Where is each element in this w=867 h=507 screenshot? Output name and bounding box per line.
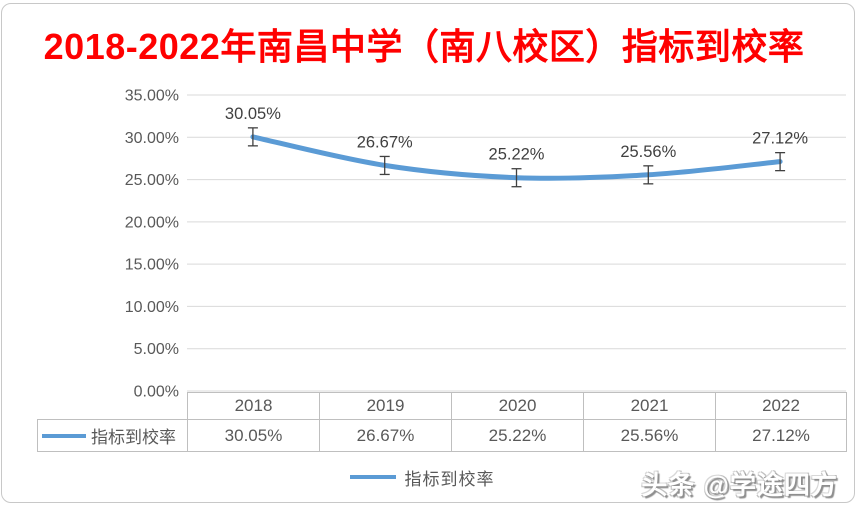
data-label: 25.56% <box>620 143 676 161</box>
table-year-header: 2022 <box>715 392 847 420</box>
watermark-text: 头条 @学途四方 <box>641 470 838 500</box>
series-line <box>250 134 783 181</box>
y-axis-tick-label: 20.00% <box>125 214 179 231</box>
y-axis-tick-label: 35.00% <box>125 88 179 105</box>
table-value-cell: 26.67% <box>319 419 452 452</box>
data-label: 26.67% <box>357 133 413 151</box>
chart-card: 2018-2022年南昌中学（南八校区）指标到校率 0.00% 5.00% 10.0… <box>1 3 855 503</box>
data-label: 27.12% <box>752 130 808 148</box>
data-label: 25.22% <box>489 146 545 164</box>
table-value-cell: 25.22% <box>451 419 584 452</box>
table-corner-cell <box>38 393 188 420</box>
data-label: 30.05% <box>225 105 281 123</box>
table-value-cell: 27.12% <box>715 419 847 452</box>
chart-legend: 指标到校率 <box>2 463 842 491</box>
y-axis-tick-label: 30.00% <box>125 130 179 147</box>
series-key-line-icon <box>42 433 86 438</box>
chart-data-table: 2018 2019 2020 2021 2022 指标到校率 30.05% 26.67% 25.… <box>37 392 847 452</box>
table-year-header: 2019 <box>319 392 452 420</box>
table-series-cell: 指标到校率 <box>37 419 188 452</box>
table-value-cell: 30.05% <box>187 419 320 452</box>
legend-label: 指标到校率 <box>404 469 495 489</box>
table-year-header: 2021 <box>583 392 716 420</box>
chart-title: 2018-2022年南昌中学（南八校区）指标到校率 <box>43 26 805 67</box>
y-axis-tick-label: 25.00% <box>125 172 179 189</box>
y-axis-tick-label: 10.00% <box>125 299 179 316</box>
y-axis-tick-label: 5.00% <box>134 341 179 358</box>
legend-line-icon <box>349 475 396 479</box>
y-axis-tick-label: 15.00% <box>125 257 179 274</box>
table-year-header: 2018 <box>187 392 320 420</box>
series-name-label: 指标到校率 <box>91 428 176 447</box>
table-year-header: 2020 <box>451 392 584 420</box>
table-value-cell: 25.56% <box>583 419 716 452</box>
